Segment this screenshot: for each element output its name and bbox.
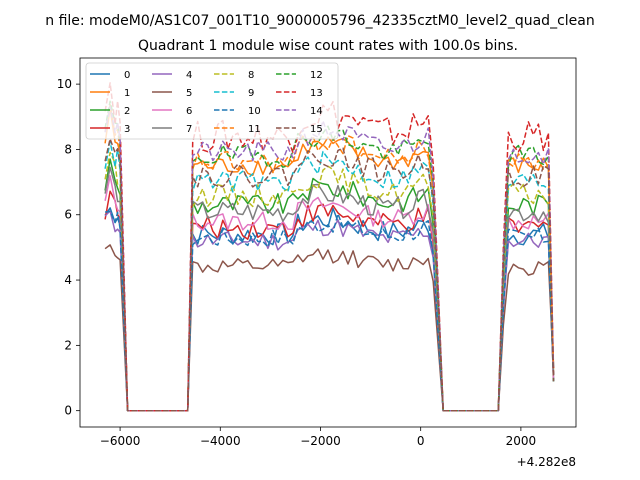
legend-label: 5 [186, 88, 192, 99]
x-axis: −6000 −4000 −2000 0 2000 [100, 427, 536, 448]
series-line-9 [104, 140, 555, 412]
series-line-8 [104, 151, 555, 412]
series-line-2 [104, 158, 555, 412]
series-line-5 [104, 244, 555, 412]
legend-label: 8 [248, 70, 254, 81]
legend-label: 9 [248, 88, 254, 99]
y-tick-label: 8 [64, 142, 72, 156]
plot-frame [79, 57, 577, 428]
x-tick-label: 2000 [506, 434, 537, 448]
y-tick-label: 10 [57, 77, 72, 91]
legend-label: 7 [186, 124, 192, 135]
legend-label: 2 [124, 106, 130, 117]
series-line-1 [104, 107, 555, 412]
x-offset-label: +4.282e8 [517, 455, 576, 469]
x-tick-label: −6000 [100, 434, 141, 448]
legend-label: 14 [310, 106, 323, 117]
x-tick-label: −4000 [200, 434, 241, 448]
series-line-4 [104, 210, 555, 412]
legend-label: 11 [248, 124, 261, 135]
chart-title-line2: Quadrant 1 module wise count rates with … [138, 38, 518, 54]
y-tick-label: 4 [64, 273, 72, 287]
legend-label: 4 [186, 70, 192, 81]
y-tick-label: 0 [64, 404, 72, 418]
legend-label: 6 [186, 106, 192, 117]
y-tick-label: 2 [64, 338, 72, 352]
legend-label: 1 [124, 88, 130, 99]
chart-title-line1: n file: modeM0/AS1C07_001T10_9000005796_… [45, 13, 594, 29]
series-line-15 [104, 138, 555, 412]
legend-label: 10 [248, 106, 261, 117]
series-line-14 [104, 106, 555, 412]
legend-label: 12 [310, 70, 323, 81]
legend-label: 15 [310, 124, 323, 135]
y-tick-label: 6 [64, 208, 72, 222]
series-line-11 [104, 103, 555, 412]
legend-label: 3 [124, 124, 130, 135]
legend-label: 0 [124, 70, 130, 81]
series-line-10 [104, 210, 555, 412]
series-line-6 [104, 175, 555, 412]
x-tick-label: 0 [417, 434, 425, 448]
y-axis: 0 2 4 6 8 10 [57, 77, 80, 418]
legend-label: 13 [310, 88, 323, 99]
legend-box [85, 62, 339, 140]
x-tick-label: −2000 [300, 434, 341, 448]
series-line-0 [104, 207, 555, 412]
